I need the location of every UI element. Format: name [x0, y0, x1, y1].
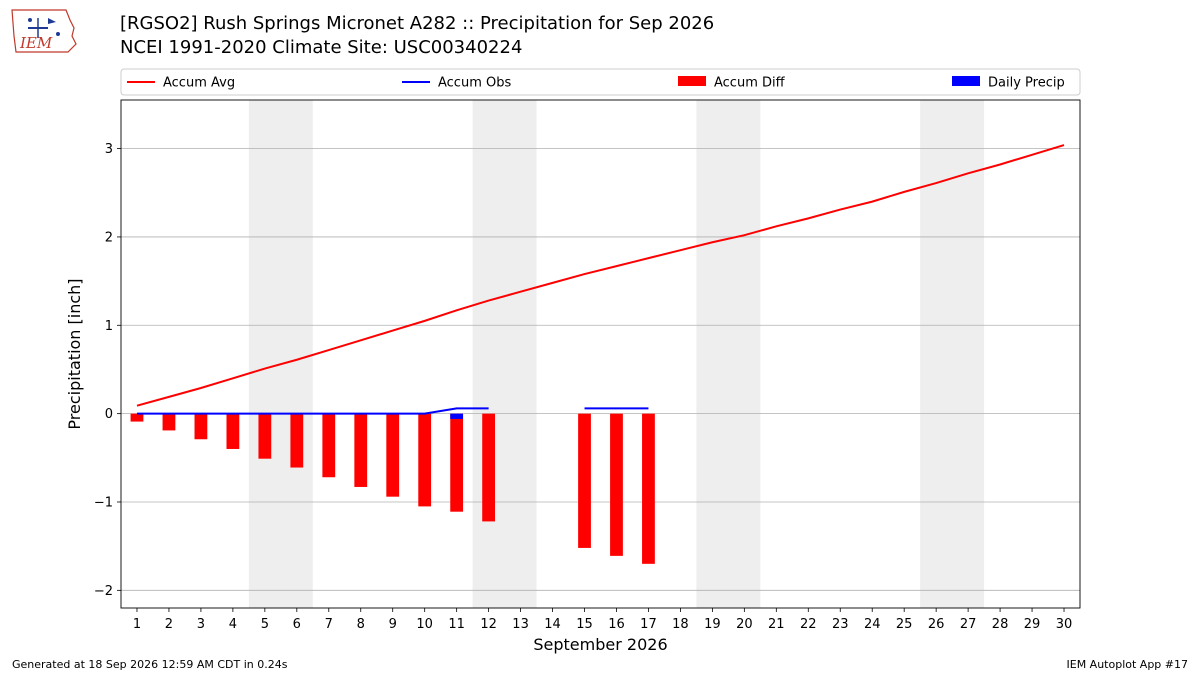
x-tick-label: 22: [800, 617, 817, 632]
x-tick-label: 27: [960, 617, 977, 632]
x-tick-label: 13: [512, 617, 529, 632]
y-tick-label: 0: [105, 407, 113, 422]
x-tick-label: 23: [832, 617, 849, 632]
accum-diff-bar: [258, 413, 272, 459]
accum-diff-bar: [642, 413, 655, 564]
weekend-band: [472, 100, 537, 608]
accum-diff-bar: [354, 413, 368, 487]
y-tick-label: 1: [105, 319, 113, 334]
x-tick-label: 11: [448, 617, 465, 632]
x-tick-label: 16: [608, 617, 625, 632]
x-tick-label: 9: [389, 617, 397, 632]
accum-diff-bar: [194, 413, 208, 440]
y-tick-label: 2: [105, 230, 113, 245]
chart-subtitle: NCEI 1991-2020 Climate Site: USC00340224: [120, 37, 523, 58]
x-tick-label: 2: [165, 617, 173, 632]
x-tick-label: 21: [768, 617, 785, 632]
weekend-band: [248, 100, 313, 608]
weekend-band: [696, 100, 761, 608]
x-tick-label: 1: [133, 617, 141, 632]
weekend-band: [920, 100, 985, 608]
y-tick-label: −1: [94, 495, 113, 510]
legend-swatch-box: [678, 76, 706, 86]
accum-diff-bar: [226, 413, 240, 449]
iem-logo: IEM: [8, 6, 80, 58]
accum-diff-bar: [162, 413, 176, 431]
x-axis-label: September 2026: [533, 635, 667, 654]
x-tick-label: 12: [480, 617, 497, 632]
x-tick-label: 28: [992, 617, 1009, 632]
legend-label: Accum Avg: [163, 76, 235, 91]
x-tick-label: 5: [261, 617, 269, 632]
y-tick-label: −2: [94, 584, 113, 599]
legend-label: Accum Obs: [438, 76, 511, 91]
x-tick-label: 3: [197, 617, 205, 632]
x-tick-label: 4: [229, 617, 237, 632]
accum-diff-bar: [386, 413, 400, 497]
accum-diff-bar: [418, 413, 432, 507]
legend-box: [120, 68, 1081, 96]
x-tick-label: 26: [928, 617, 945, 632]
x-tick-label: 10: [416, 617, 433, 632]
x-tick-label: 24: [864, 617, 881, 632]
x-tick-label: 17: [640, 617, 657, 632]
chart-title: [RGSO2] Rush Springs Micronet A282 :: Pr…: [120, 13, 715, 34]
accum-diff-bar: [610, 413, 623, 556]
x-tick-label: 6: [293, 617, 301, 632]
legend-swatch-box: [952, 76, 980, 86]
footer-app: IEM Autoplot App #17: [1066, 658, 1189, 671]
y-tick-label: 3: [105, 142, 113, 157]
accum-diff-bar: [322, 413, 336, 478]
x-tick-label: 14: [544, 617, 561, 632]
x-tick-label: 20: [736, 617, 753, 632]
plot-frame: [120, 99, 1081, 609]
accum-diff-bar: [450, 413, 464, 512]
x-tick-label: 15: [576, 617, 593, 632]
accum-diff-bar: [130, 413, 144, 422]
legend-label: Accum Diff: [714, 76, 786, 91]
accum-diff-bar: [290, 413, 304, 468]
x-tick-label: 7: [325, 617, 333, 632]
y-axis-label: Precipitation [inch]: [65, 278, 84, 429]
x-tick-label: 18: [672, 617, 689, 632]
accum-diff-bar: [578, 413, 591, 548]
legend: Accum Avg Accum Obs Accum Diff Daily Precip: [120, 68, 1081, 96]
footer-generated: Generated at 18 Sep 2026 12:59 AM CDT in…: [12, 658, 288, 671]
x-tick-label: 30: [1056, 617, 1073, 632]
accum-diff-bar: [482, 413, 496, 522]
legend-label: Daily Precip: [988, 76, 1065, 91]
daily-precip-bar: [450, 413, 464, 419]
logo-text: IEM: [19, 34, 53, 52]
accum-avg-line: [136, 144, 1065, 407]
accum-obs-line: [136, 407, 489, 415]
x-tick-label: 25: [896, 617, 913, 632]
x-tick-label: 29: [1024, 617, 1041, 632]
x-tick-label: 8: [357, 617, 365, 632]
plot-area: [130, 144, 1065, 564]
x-tick-label: 19: [704, 617, 721, 632]
